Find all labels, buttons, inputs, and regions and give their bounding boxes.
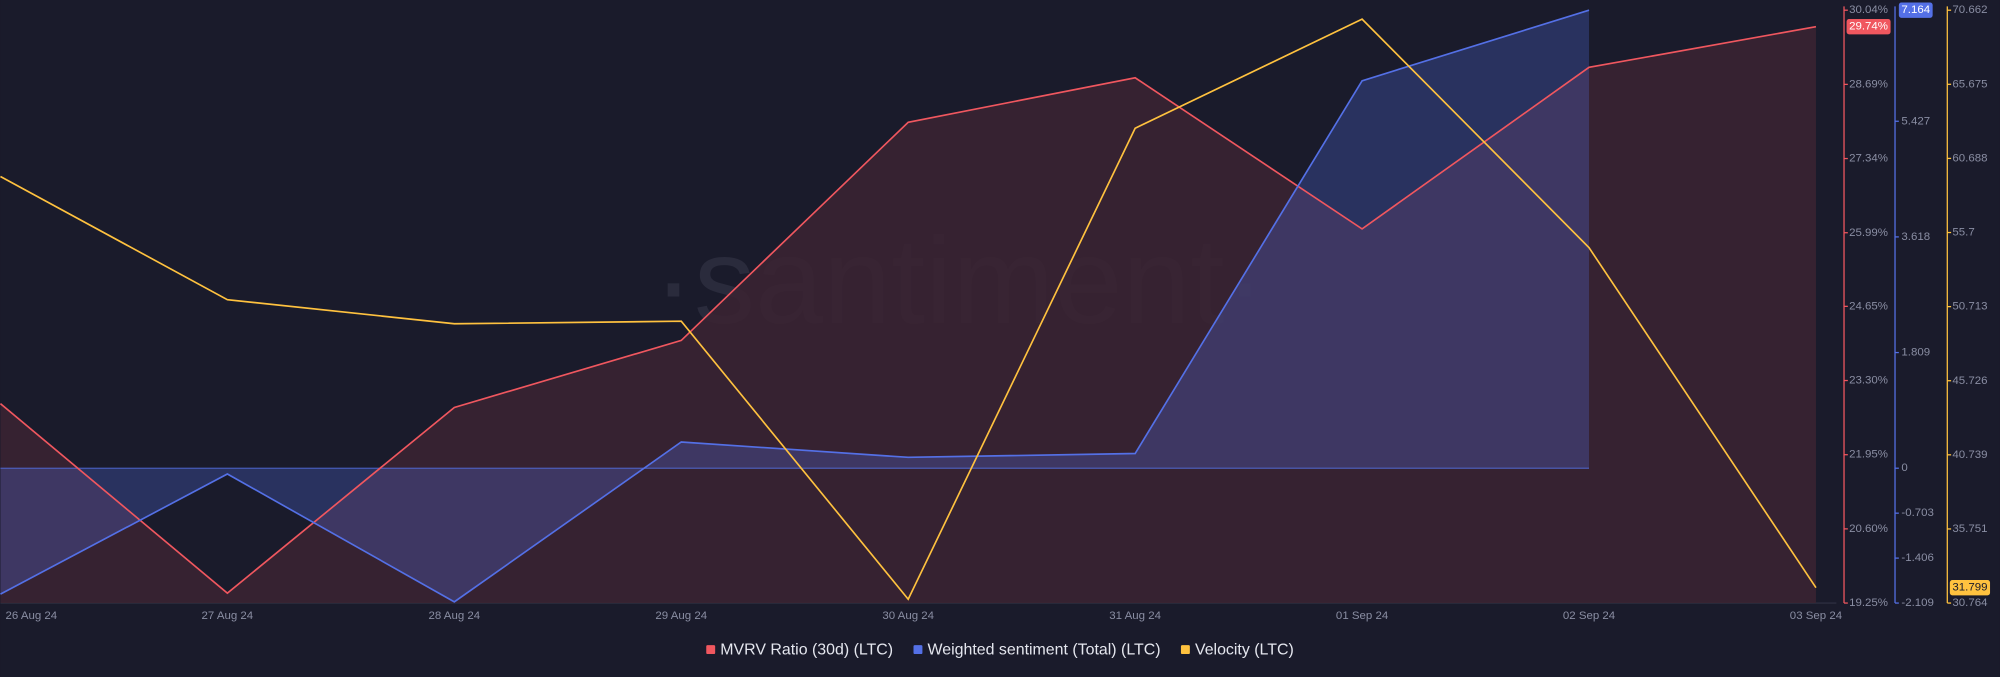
y-tick-label: 1.809 (1901, 347, 1930, 359)
legend-swatch (913, 645, 923, 655)
y-tick-label: 35.751 (1952, 523, 1987, 535)
legend: MVRV Ratio (30d) (LTC) Weighted sentiment… (706, 641, 1294, 658)
y-tick-label: 25.99% (1849, 227, 1888, 239)
y-tick-label: 28.69% (1849, 78, 1888, 90)
y-tick-label: 0 (1901, 462, 1907, 474)
value-badge-label: 7.164 (1901, 4, 1930, 16)
legend-label: MVRV Ratio (30d) (LTC) (720, 641, 893, 658)
y-tick-label: 20.60% (1849, 523, 1888, 535)
y-tick-label: -0.703 (1901, 507, 1934, 519)
series-area (0, 26, 1816, 604)
y-tick-label: -2.109 (1901, 597, 1934, 609)
y-tick-label: 50.713 (1952, 301, 1987, 313)
y-tick-label: 45.726 (1952, 375, 1987, 387)
y-tick-label: 24.65% (1849, 300, 1888, 312)
x-tick-label: 02 Sep 24 (1563, 610, 1616, 622)
x-tick-label: 29 Aug 24 (655, 610, 707, 622)
value-badge-label: 29.74% (1849, 21, 1888, 33)
y-tick-label: 40.739 (1952, 449, 1987, 461)
y-tick-label: 65.675 (1952, 78, 1987, 90)
x-tick-label: 26 Aug 24 (6, 610, 58, 622)
x-tick-label: 31 Aug 24 (1109, 610, 1161, 622)
y-tick-label: 30.764 (1952, 597, 1988, 609)
series-line (0, 25, 1817, 595)
y-tick-label: 23.30% (1849, 375, 1888, 387)
y-tick-label: 60.688 (1952, 152, 1987, 164)
series-line (0, 9, 1590, 603)
legend-swatch (1180, 645, 1190, 655)
x-tick-label: 30 Aug 24 (882, 610, 934, 622)
y-tick-label: -1.406 (1901, 552, 1934, 564)
y-tick-label: 21.95% (1849, 449, 1888, 461)
series-area (0, 10, 1590, 602)
value-badge (1949, 580, 1991, 596)
y-tick-label: 55.7 (1952, 227, 1974, 239)
series-line (0, 18, 1817, 601)
x-tick-label: 01 Sep 24 (1336, 610, 1389, 622)
y-tick-label: 19.25% (1849, 597, 1888, 609)
legend-label: Weighted sentiment (Total) (LTC) (928, 641, 1161, 658)
x-tick-label: 27 Aug 24 (202, 610, 254, 622)
legend-swatch (706, 645, 716, 655)
y-tick-label: 27.34% (1849, 153, 1888, 165)
value-badge (1898, 2, 1933, 18)
y-tick-label: 3.618 (1901, 231, 1930, 243)
y-tick-label: 30.04% (1849, 4, 1888, 16)
legend-label: Velocity (LTC) (1195, 641, 1294, 658)
x-tick-label: 28 Aug 24 (428, 610, 480, 622)
y-tick-label: 70.662 (1952, 4, 1987, 16)
x-tick-label: 03 Sep 24 (1790, 610, 1843, 622)
value-badge-label: 31.799 (1952, 582, 1987, 594)
value-badge (1846, 19, 1891, 35)
y-tick-label: 5.427 (1901, 115, 1930, 127)
